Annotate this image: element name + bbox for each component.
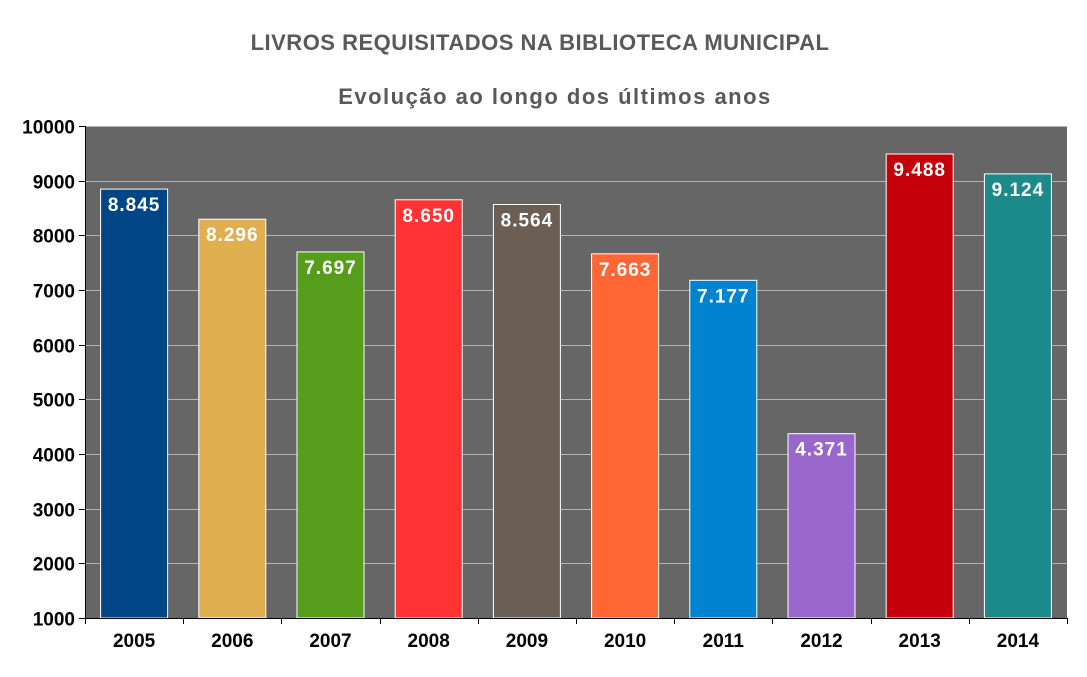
y-tick-label: 1000 bbox=[33, 610, 75, 631]
bar-2008 bbox=[394, 199, 463, 619]
x-tick-label-2009: 2009 bbox=[506, 631, 548, 652]
x-tick-label-2014: 2014 bbox=[997, 631, 1040, 652]
data-label-2005: 8.845 bbox=[108, 195, 161, 216]
y-tick-label: 6000 bbox=[33, 337, 75, 358]
data-label-2012: 4.371 bbox=[795, 440, 848, 461]
bar-2005 bbox=[100, 188, 169, 619]
y-tick-label: 8000 bbox=[33, 227, 75, 248]
bar-2013 bbox=[885, 153, 954, 619]
x-tick-label-2007: 2007 bbox=[309, 631, 351, 652]
y-tick-label: 10000 bbox=[22, 118, 75, 139]
x-tick-label-2013: 2013 bbox=[899, 631, 941, 652]
x-tick-label-2006: 2006 bbox=[211, 631, 253, 652]
chart-subtitle: Evolução ao longo dos últimos anos bbox=[338, 84, 772, 109]
x-tick-label-2011: 2011 bbox=[703, 631, 745, 652]
x-tick-label-2008: 2008 bbox=[408, 631, 450, 652]
data-label-2014: 9.124 bbox=[992, 180, 1045, 201]
bar-2012 bbox=[787, 433, 856, 619]
y-tick-label: 2000 bbox=[33, 555, 75, 576]
bar-2010 bbox=[591, 253, 660, 619]
data-label-2011: 7.177 bbox=[697, 286, 750, 307]
data-label-2008: 8.650 bbox=[402, 206, 455, 227]
chart-title: LIVROS REQUISITADOS NA BIBLIOTECA MUNICI… bbox=[250, 30, 830, 55]
x-tick-label-2005: 2005 bbox=[113, 631, 156, 652]
bars-group bbox=[100, 153, 1052, 619]
x-tick-label-2010: 2010 bbox=[604, 631, 646, 652]
data-label-2006: 8.296 bbox=[206, 225, 259, 246]
data-label-2007: 7.697 bbox=[304, 258, 357, 279]
y-tick-label: 9000 bbox=[33, 173, 75, 194]
bar-2014 bbox=[983, 173, 1052, 619]
labels-group: 1000 2000 3000 4000 5000 6000 7000 8000 9000 1000… bbox=[22, 118, 1045, 653]
bar-2007 bbox=[296, 251, 365, 619]
bar-2011 bbox=[689, 279, 758, 619]
axes-group bbox=[79, 126, 1068, 624]
y-tick-label: 7000 bbox=[33, 282, 75, 303]
y-tick-label: 5000 bbox=[33, 391, 75, 412]
data-label-2010: 7.663 bbox=[599, 260, 652, 281]
data-label-2009: 8.564 bbox=[501, 211, 554, 232]
x-tick-label-2012: 2012 bbox=[800, 631, 842, 652]
bar-2006 bbox=[198, 218, 267, 619]
y-tick-label: 4000 bbox=[33, 446, 75, 467]
bar-2009 bbox=[492, 204, 561, 619]
data-label-2013: 9.488 bbox=[893, 160, 946, 181]
y-tick-label: 3000 bbox=[33, 501, 75, 522]
